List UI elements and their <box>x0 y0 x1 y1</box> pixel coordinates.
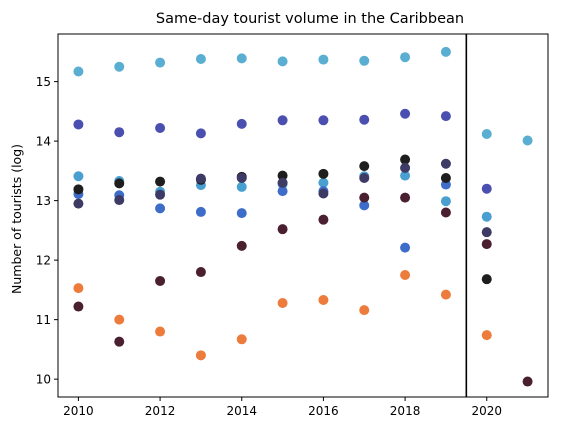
data-point <box>359 192 370 203</box>
data-point <box>481 227 492 238</box>
data-point <box>359 55 370 66</box>
data-point <box>440 289 451 300</box>
y-tick-label: 15 <box>36 75 51 89</box>
data-point <box>359 305 370 316</box>
data-point <box>236 53 247 64</box>
data-point <box>195 53 206 64</box>
data-point <box>400 192 411 203</box>
data-point <box>114 314 125 325</box>
data-point <box>440 196 451 207</box>
data-point <box>73 301 84 312</box>
y-tick-label: 14 <box>36 135 51 149</box>
data-point <box>73 184 84 195</box>
y-tick-label: 12 <box>36 254 51 268</box>
data-point <box>155 57 166 68</box>
data-point <box>277 224 288 235</box>
data-point <box>195 206 206 217</box>
data-point <box>318 188 329 199</box>
data-point <box>318 295 329 306</box>
data-point <box>236 208 247 219</box>
x-tick-label: 2018 <box>390 404 421 418</box>
data-point <box>318 115 329 126</box>
data-point <box>400 170 411 181</box>
data-point <box>73 283 84 294</box>
data-point <box>114 127 125 138</box>
data-point <box>277 170 288 181</box>
data-point <box>318 177 329 188</box>
data-point <box>236 118 247 129</box>
data-point <box>400 162 411 173</box>
data-point <box>481 211 492 222</box>
data-point <box>359 114 370 125</box>
data-point <box>440 173 451 184</box>
data-point <box>440 46 451 57</box>
data-point <box>114 61 125 72</box>
data-point <box>277 186 288 197</box>
data-point <box>236 334 247 345</box>
data-point <box>155 275 166 286</box>
data-point <box>236 240 247 251</box>
y-tick-label: 13 <box>36 194 51 208</box>
data-point <box>400 270 411 281</box>
data-point <box>440 207 451 218</box>
plot-frame <box>57 33 549 398</box>
data-point <box>400 108 411 119</box>
data-point <box>440 158 451 169</box>
chart-title: Same-day tourist volume in the Caribbean <box>156 11 464 27</box>
data-point <box>236 181 247 192</box>
data-points <box>73 46 533 387</box>
data-point <box>481 239 492 250</box>
data-point <box>440 111 451 122</box>
data-point <box>400 154 411 165</box>
data-point <box>155 176 166 187</box>
data-point <box>481 274 492 285</box>
data-point <box>195 267 206 278</box>
data-point <box>359 173 370 184</box>
data-point <box>481 183 492 194</box>
data-point <box>481 330 492 341</box>
y-axis-label: Number of tourists (log) <box>9 144 24 294</box>
data-point <box>73 66 84 77</box>
y-tick-label: 10 <box>36 373 51 387</box>
data-point <box>195 128 206 139</box>
data-point <box>481 128 492 139</box>
data-point <box>73 198 84 209</box>
x-tick-label: 2012 <box>145 404 176 418</box>
data-point <box>155 189 166 200</box>
x-tick-label: 2010 <box>63 404 94 418</box>
y-axis: 10 11 12 13 14 15 <box>36 75 58 387</box>
data-point <box>277 56 288 67</box>
x-axis: 2010 2012 2014 2016 2018 2020 <box>63 397 502 418</box>
data-point <box>73 171 84 182</box>
data-point <box>318 54 329 65</box>
data-point <box>400 52 411 63</box>
data-point <box>318 168 329 179</box>
x-tick-label: 2014 <box>226 404 257 418</box>
data-point <box>114 178 125 189</box>
x-tick-label: 2016 <box>308 404 339 418</box>
data-point <box>318 214 329 225</box>
x-tick-label: 2020 <box>471 404 502 418</box>
data-point <box>522 376 533 387</box>
data-point <box>73 119 84 130</box>
data-point <box>195 350 206 361</box>
data-point <box>114 195 125 206</box>
data-point <box>359 200 370 211</box>
data-point <box>236 173 247 184</box>
data-point <box>400 242 411 253</box>
data-point <box>277 115 288 126</box>
data-point <box>155 326 166 337</box>
data-point <box>155 203 166 214</box>
data-point <box>195 173 206 184</box>
data-point <box>114 336 125 347</box>
data-point <box>359 161 370 172</box>
data-point <box>277 177 288 188</box>
y-tick-label: 11 <box>36 313 51 327</box>
data-point <box>522 135 533 146</box>
data-point <box>277 297 288 308</box>
data-point <box>155 123 166 134</box>
